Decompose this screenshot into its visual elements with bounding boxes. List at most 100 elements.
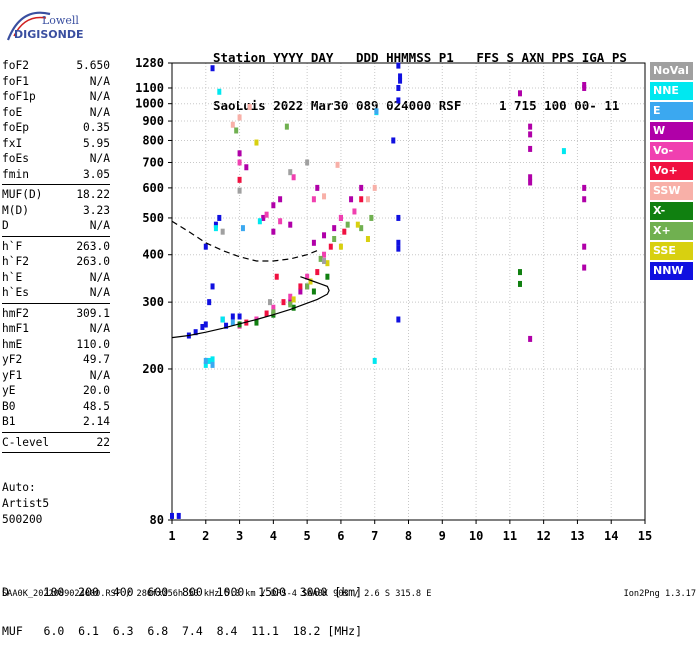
data-point bbox=[311, 196, 316, 203]
x-tick-label: 1 bbox=[168, 529, 175, 543]
param-key: h`F bbox=[2, 239, 23, 253]
param-row: h`E N/A bbox=[2, 270, 110, 286]
data-point bbox=[528, 145, 533, 152]
legend-item-sse: SSE bbox=[650, 242, 693, 260]
data-point bbox=[328, 243, 333, 250]
param-key: yE bbox=[2, 384, 16, 397]
y-tick-label: 1100 bbox=[135, 81, 164, 95]
data-point bbox=[254, 319, 259, 326]
data-point bbox=[322, 258, 327, 265]
param-value: 110.0 bbox=[76, 337, 110, 351]
param-key: hmE bbox=[2, 337, 23, 351]
data-point bbox=[311, 239, 316, 246]
auto-name: Artist5 bbox=[2, 497, 50, 510]
data-point bbox=[237, 176, 242, 183]
param-value: 18.22 bbox=[76, 188, 110, 201]
x-tick-label: 13 bbox=[570, 529, 584, 543]
param-row: foEs N/A bbox=[2, 151, 110, 167]
data-point bbox=[257, 218, 262, 225]
data-point bbox=[298, 283, 303, 290]
data-point bbox=[332, 225, 337, 232]
x-tick-label: 15 bbox=[638, 529, 652, 543]
data-point bbox=[365, 196, 370, 203]
data-point bbox=[247, 104, 252, 111]
param-value: 0.35 bbox=[83, 121, 110, 134]
param-key: hmF2 bbox=[2, 306, 29, 320]
data-point bbox=[203, 361, 208, 368]
param-row: hmF2 309.1 bbox=[2, 306, 110, 322]
data-point bbox=[203, 357, 208, 364]
data-point bbox=[170, 512, 174, 519]
param-key: yF2 bbox=[2, 353, 23, 366]
data-point bbox=[318, 255, 323, 262]
param-key: D bbox=[2, 219, 9, 232]
param-key: MUF(D) bbox=[2, 188, 43, 201]
data-point bbox=[305, 273, 310, 280]
y-tick-label: 1000 bbox=[135, 97, 164, 111]
data-point bbox=[349, 196, 354, 203]
data-point bbox=[210, 65, 215, 72]
true-height-profile-trace bbox=[171, 276, 330, 339]
data-point bbox=[264, 211, 269, 218]
param-row: hmE 110.0 bbox=[2, 337, 110, 353]
data-point bbox=[398, 73, 403, 80]
data-point bbox=[561, 148, 566, 155]
param-value: 2.14 bbox=[83, 415, 110, 428]
legend-item-nne: NNE bbox=[650, 82, 693, 100]
y-tick-label: 1280 bbox=[135, 56, 164, 70]
param-row: yF1 N/A bbox=[2, 368, 110, 384]
data-point bbox=[220, 316, 225, 323]
data-point bbox=[207, 357, 212, 364]
data-point bbox=[207, 299, 212, 306]
x-tick-label: 2 bbox=[202, 529, 209, 543]
legend-item-x: X+ bbox=[650, 222, 693, 240]
logo-swoosh-icon bbox=[6, 11, 51, 41]
legend-item-nnw: NNW bbox=[650, 262, 693, 280]
data-point bbox=[271, 202, 276, 209]
param-row: fxI 5.95 bbox=[2, 136, 110, 152]
legend-item-vo: Vo- bbox=[650, 142, 693, 160]
data-point bbox=[210, 283, 215, 290]
data-point bbox=[365, 236, 370, 243]
data-point bbox=[271, 228, 276, 235]
data-point bbox=[220, 228, 225, 235]
x-tick-label: 10 bbox=[469, 529, 483, 543]
data-point bbox=[359, 196, 364, 203]
data-point bbox=[288, 169, 293, 176]
param-value: N/A bbox=[89, 322, 110, 335]
data-point bbox=[374, 108, 379, 115]
param-key: foE bbox=[2, 105, 23, 119]
param-key: foF1 bbox=[2, 74, 29, 88]
distance-row: D 100 200 400 600 800 1000 1500 3000 [km… bbox=[2, 585, 363, 599]
data-point bbox=[230, 121, 235, 128]
data-point bbox=[315, 269, 320, 276]
data-point bbox=[391, 137, 396, 144]
data-point bbox=[271, 309, 276, 316]
param-value: 3.05 bbox=[83, 167, 110, 181]
data-point bbox=[372, 184, 377, 191]
param-row: D N/A bbox=[2, 218, 110, 234]
y-tick-label: 800 bbox=[142, 133, 164, 147]
data-point bbox=[193, 329, 198, 336]
data-point bbox=[210, 356, 215, 363]
data-point bbox=[240, 225, 245, 232]
data-point bbox=[264, 310, 269, 317]
data-point bbox=[517, 90, 522, 97]
data-point bbox=[582, 264, 587, 271]
data-point bbox=[352, 208, 357, 215]
param-row: fmin 3.05 bbox=[2, 167, 110, 183]
data-point bbox=[345, 221, 350, 228]
legend-item-noval: NoVal bbox=[650, 62, 693, 80]
auto-label: Auto: bbox=[2, 481, 36, 494]
data-point bbox=[322, 251, 327, 258]
data-point bbox=[291, 296, 296, 303]
data-point bbox=[203, 321, 208, 328]
param-key: M(D) bbox=[2, 203, 29, 217]
param-row: foE N/A bbox=[2, 105, 110, 121]
param-key: foF2 bbox=[2, 59, 29, 72]
data-point bbox=[203, 243, 208, 250]
data-point bbox=[176, 512, 181, 519]
y-tick-label: 600 bbox=[142, 181, 164, 195]
param-key: h`Es bbox=[2, 286, 29, 299]
param-key: C-level bbox=[2, 435, 50, 449]
